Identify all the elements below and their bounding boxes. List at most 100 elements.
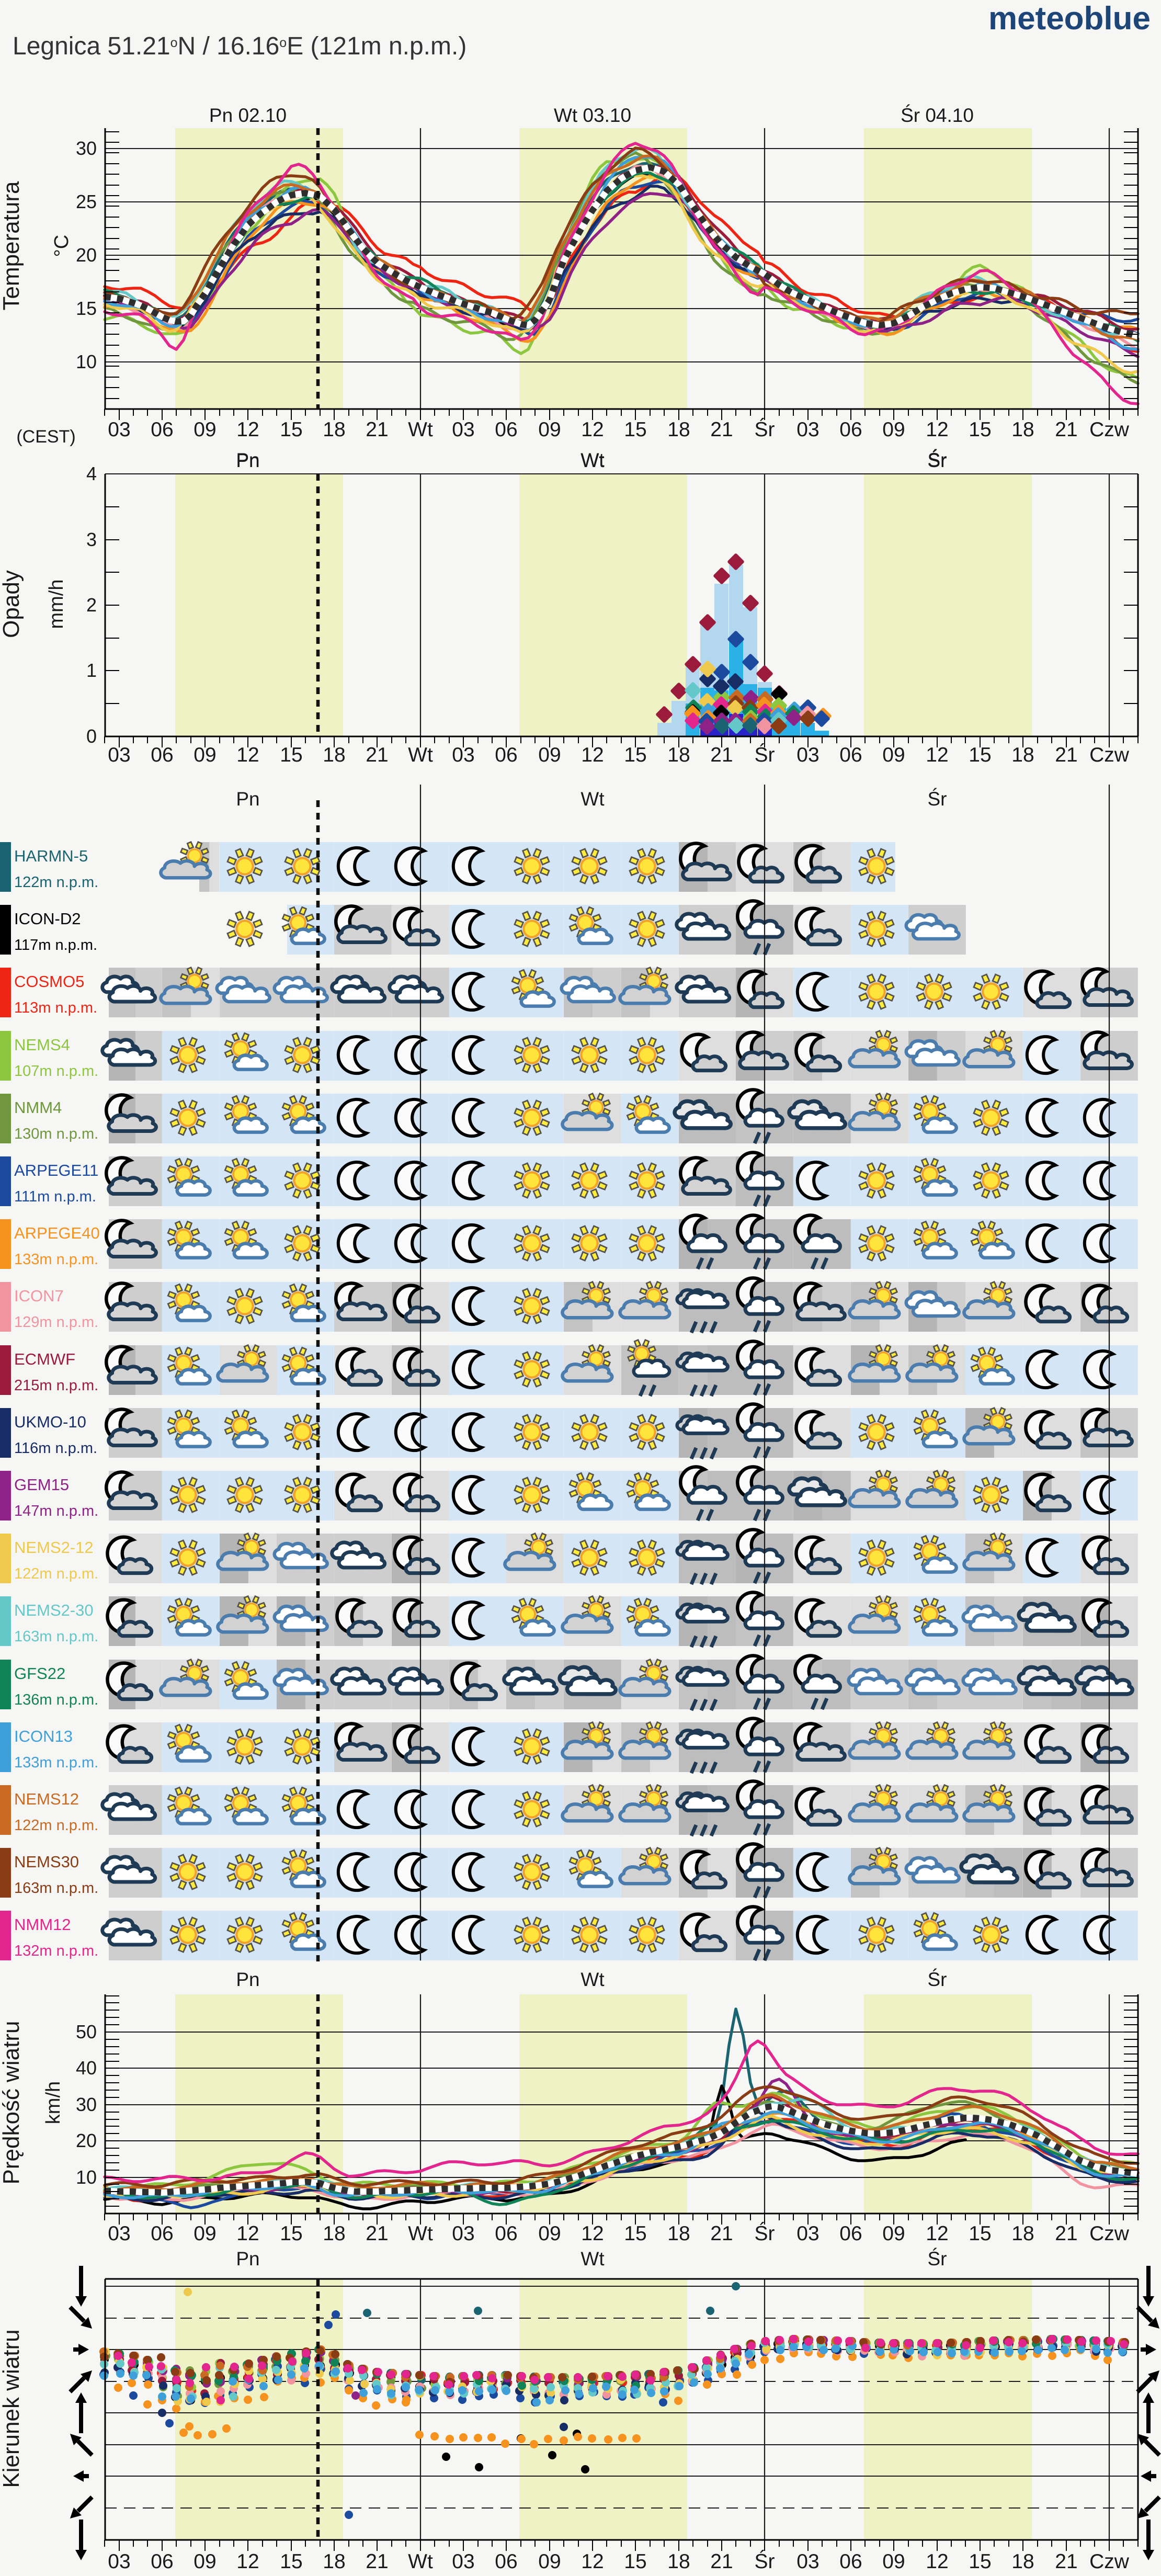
svg-text:40: 40 — [76, 2057, 97, 2079]
svg-text:03: 03 — [452, 418, 474, 441]
svg-text:Czw: Czw — [1089, 2550, 1130, 2573]
svg-text:ARPEGE11: ARPEGE11 — [14, 1161, 98, 1179]
svg-text:1: 1 — [86, 660, 97, 681]
svg-text:HARMN-5: HARMN-5 — [14, 847, 88, 865]
svg-text:25: 25 — [76, 191, 97, 212]
svg-text:122m n.p.m.: 122m n.p.m. — [14, 1817, 98, 1834]
svg-text:Wt: Wt — [580, 450, 605, 471]
svg-text:06: 06 — [151, 418, 173, 441]
svg-text:Czw: Czw — [1089, 2222, 1130, 2245]
svg-text:COSMO5: COSMO5 — [14, 972, 84, 991]
svg-text:09: 09 — [538, 418, 561, 441]
svg-text:18: 18 — [667, 418, 690, 441]
svg-text:18: 18 — [667, 2222, 690, 2245]
svg-text:Śr: Śr — [755, 2221, 775, 2245]
svg-text:09: 09 — [882, 744, 905, 766]
svg-text:12: 12 — [236, 2550, 259, 2573]
svg-text:09: 09 — [194, 418, 216, 441]
svg-text:18: 18 — [323, 418, 345, 441]
svg-text:50: 50 — [76, 2021, 97, 2042]
svg-text:15: 15 — [624, 744, 646, 766]
svg-text:NEMS12: NEMS12 — [14, 1790, 79, 1808]
svg-text:18: 18 — [667, 744, 690, 766]
svg-text:10: 10 — [76, 2166, 97, 2188]
svg-text:NEMS30: NEMS30 — [14, 1853, 79, 1871]
svg-text:111m n.p.m.: 111m n.p.m. — [14, 1188, 96, 1205]
svg-text:NEMS2-30: NEMS2-30 — [14, 1601, 94, 1619]
svg-text:Śr: Śr — [928, 1968, 947, 1990]
svg-text:06: 06 — [495, 418, 517, 441]
svg-text:12: 12 — [581, 2222, 604, 2245]
svg-text:15: 15 — [969, 2222, 991, 2245]
svg-text:147m n.p.m.: 147m n.p.m. — [14, 1503, 98, 1519]
svg-text:20: 20 — [76, 2130, 97, 2151]
svg-text:Wt 03.10: Wt 03.10 — [554, 105, 631, 126]
svg-text:Kierunek wiatru: Kierunek wiatru — [0, 2329, 24, 2488]
svg-text:163m n.p.m.: 163m n.p.m. — [14, 1880, 98, 1897]
svg-text:15: 15 — [280, 744, 302, 766]
svg-text:133m n.p.m.: 133m n.p.m. — [14, 1754, 98, 1771]
svg-text:03: 03 — [796, 2550, 819, 2573]
svg-text:163m n.p.m.: 163m n.p.m. — [14, 1628, 98, 1645]
svg-text:0: 0 — [86, 725, 97, 747]
svg-text:12: 12 — [926, 2222, 948, 2245]
svg-text:mm/h: mm/h — [45, 580, 67, 629]
svg-text:132m n.p.m.: 132m n.p.m. — [14, 1943, 98, 1959]
svg-text:12: 12 — [926, 744, 948, 766]
svg-text:Śr: Śr — [928, 2248, 947, 2269]
svg-text:UKMO-10: UKMO-10 — [14, 1413, 86, 1431]
svg-text:21: 21 — [366, 2550, 388, 2573]
svg-text:15: 15 — [969, 744, 991, 766]
svg-text:Opady: Opady — [0, 570, 24, 638]
svg-text:Pn: Pn — [236, 1969, 259, 1990]
svg-text:Śr: Śr — [755, 2549, 775, 2573]
svg-text:03: 03 — [108, 418, 130, 441]
svg-text:NMM4: NMM4 — [14, 1098, 62, 1117]
svg-text:NEMS2-12: NEMS2-12 — [14, 1538, 94, 1557]
svg-text:09: 09 — [194, 2550, 216, 2573]
svg-text:12: 12 — [581, 2550, 604, 2573]
svg-text:122m n.p.m.: 122m n.p.m. — [14, 874, 98, 891]
svg-text:06: 06 — [839, 2550, 862, 2573]
svg-text:15: 15 — [969, 2550, 991, 2573]
svg-text:06: 06 — [495, 2222, 517, 2245]
svg-text:ICON-D2: ICON-D2 — [14, 910, 81, 928]
svg-text:ECMWF: ECMWF — [14, 1350, 75, 1368]
svg-text:NMM12: NMM12 — [14, 1915, 71, 1934]
svg-text:21: 21 — [1055, 744, 1077, 766]
svg-text:12: 12 — [581, 744, 604, 766]
svg-text:122m n.p.m.: 122m n.p.m. — [14, 1565, 98, 1582]
svg-text:4: 4 — [86, 463, 97, 484]
svg-text:09: 09 — [882, 418, 905, 441]
svg-text:15: 15 — [624, 2222, 646, 2245]
svg-text:12: 12 — [236, 418, 259, 441]
svg-text:09: 09 — [194, 744, 216, 766]
svg-text:12: 12 — [926, 418, 948, 441]
svg-text:3: 3 — [86, 529, 97, 550]
svg-text:21: 21 — [366, 744, 388, 766]
svg-text:NEMS4: NEMS4 — [14, 1036, 70, 1054]
svg-text:03: 03 — [452, 2222, 474, 2245]
svg-text:06: 06 — [839, 418, 862, 441]
svg-text:21: 21 — [710, 744, 733, 766]
svg-text:Wt: Wt — [580, 449, 605, 471]
svg-text:ICON7: ICON7 — [14, 1287, 64, 1305]
svg-text:136m n.p.m.: 136m n.p.m. — [14, 1692, 98, 1708]
svg-text:06: 06 — [151, 2550, 173, 2573]
svg-text:113m n.p.m.: 113m n.p.m. — [14, 1000, 97, 1016]
svg-text:meteoblue: meteoblue — [988, 1, 1151, 37]
svg-text:03: 03 — [796, 744, 819, 766]
svg-text:06: 06 — [151, 2222, 173, 2245]
svg-text:116m n.p.m.: 116m n.p.m. — [14, 1440, 97, 1457]
svg-text:Pn: Pn — [236, 450, 259, 471]
svg-text:03: 03 — [108, 744, 130, 766]
svg-text:09: 09 — [194, 2222, 216, 2245]
svg-text:18: 18 — [323, 744, 345, 766]
svg-text:Śr: Śr — [928, 449, 947, 471]
svg-text:Legnica 51.21oN / 16.16oE (12: Legnica 51.21oN / 16.16oE (121m n.p.m.) — [13, 32, 466, 60]
svg-text:Wt: Wt — [408, 418, 433, 441]
svg-text:21: 21 — [710, 2222, 733, 2245]
svg-text:117m n.p.m.: 117m n.p.m. — [14, 937, 97, 954]
svg-text:GFS22: GFS22 — [14, 1664, 65, 1683]
svg-text:06: 06 — [151, 744, 173, 766]
